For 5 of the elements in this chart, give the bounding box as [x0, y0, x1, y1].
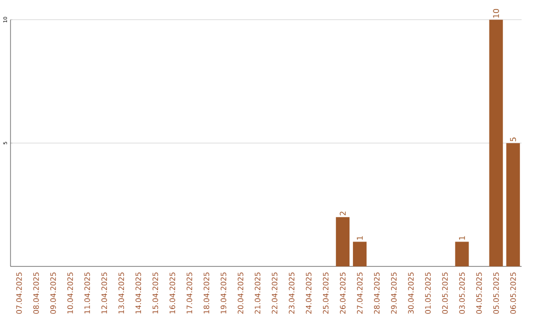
bar	[489, 19, 503, 266]
bar	[352, 242, 367, 266]
bar	[455, 242, 469, 266]
bar	[336, 216, 350, 266]
bar	[506, 142, 520, 266]
